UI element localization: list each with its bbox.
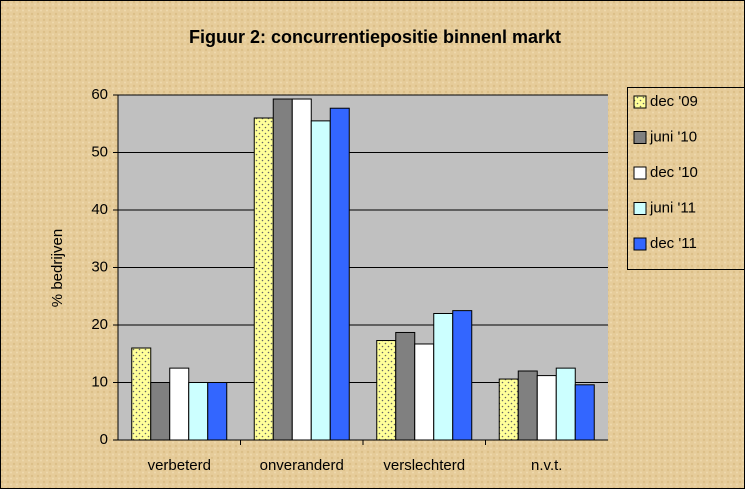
x-tick-label: onveranderd: [260, 457, 344, 474]
y-tick-label: 60: [91, 86, 108, 103]
legend-swatch: [633, 131, 647, 144]
y-axis-label: % bedrijven: [49, 229, 66, 307]
legend-swatch: [633, 237, 647, 251]
x-tick-label: verbeterd: [148, 457, 211, 474]
y-tick-label: 30: [91, 258, 108, 275]
bar: [169, 367, 190, 441]
bar: [555, 367, 576, 441]
bar: [517, 370, 538, 441]
legend: [627, 87, 745, 270]
legend-label: juni '11: [649, 199, 696, 216]
legend-swatch: [633, 95, 647, 109]
bar: [395, 331, 416, 441]
bar: [310, 120, 331, 441]
y-tick-label: 20: [91, 316, 108, 333]
x-tick-label: n.v.t.: [531, 457, 562, 474]
y-tick-label: 0: [100, 431, 108, 448]
bar: [188, 382, 209, 441]
bar: [272, 98, 293, 441]
bar: [207, 382, 228, 441]
chart-title: Figuur 2: concurrentiepositie binnenl ma…: [189, 27, 561, 47]
y-tick-label: 40: [91, 201, 108, 218]
y-tick-label: 10: [91, 373, 108, 390]
legend-label: dec '11: [650, 235, 697, 252]
bar: [414, 343, 435, 441]
legend-swatch: [633, 202, 647, 215]
x-tick-label: verslechterd: [383, 457, 465, 474]
bar: [376, 340, 397, 441]
legend-label: juni '10: [649, 128, 697, 145]
bar: [574, 384, 595, 441]
bar: [253, 117, 274, 441]
bar: [329, 107, 350, 441]
y-tick-label: 50: [91, 143, 108, 160]
bar: [131, 347, 152, 441]
bar: [150, 382, 171, 441]
legend-label: dec '10: [650, 164, 698, 181]
legend-label: dec '09: [650, 93, 698, 110]
bar: [291, 98, 312, 441]
bar: [433, 313, 454, 441]
bar: [536, 375, 557, 441]
bar: [452, 310, 473, 441]
bar: [498, 378, 519, 441]
legend-swatch: [633, 166, 647, 180]
